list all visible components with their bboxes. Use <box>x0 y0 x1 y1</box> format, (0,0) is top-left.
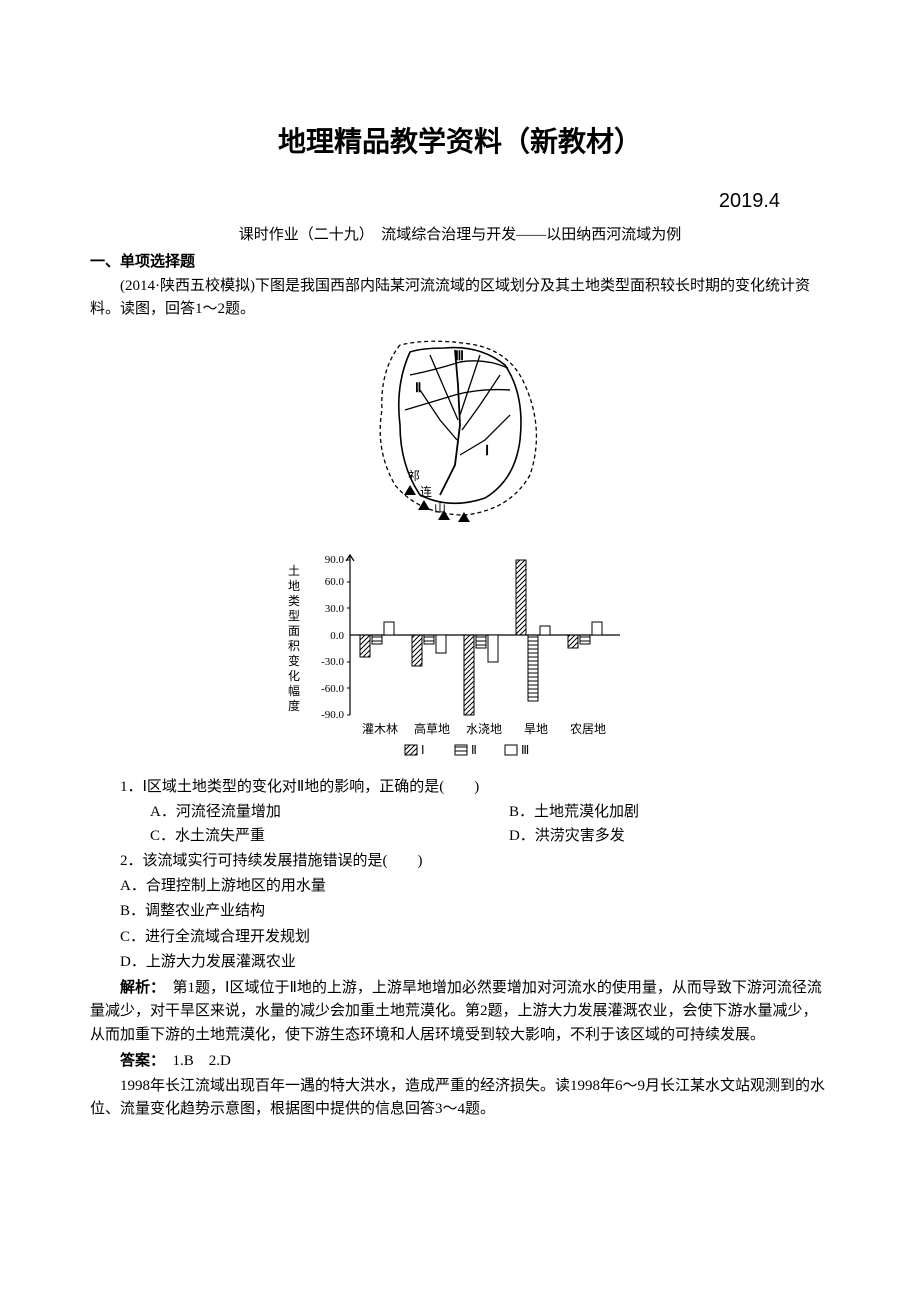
q1-stem: 1．Ⅰ区域土地类型的变化对Ⅱ地的影响，正确的是( ) <box>90 776 830 799</box>
ytick--90: -90.0 <box>321 709 344 721</box>
legend-label-1: Ⅰ <box>421 743 425 757</box>
legend-swatch-3 <box>505 745 517 755</box>
analysis-text-1: 第1题，Ⅰ区域位于Ⅱ地的上游，上游旱地增加必然要增加对河流水的使用量，从而导致下… <box>90 980 822 1043</box>
bar-c5-s3 <box>592 622 602 635</box>
xcat-1: 灌木林 <box>362 722 398 736</box>
legend-label-3: Ⅲ <box>521 743 529 757</box>
ytick--60: -60.0 <box>321 683 344 695</box>
section-heading-1: 一、单项选择题 <box>90 250 830 271</box>
mountain-label-1: 祁 <box>408 468 420 483</box>
main-title: 地理精品教学资料（新教材） <box>90 120 830 160</box>
svg-text:型: 型 <box>288 609 300 623</box>
ytick-60: 60.0 <box>325 576 345 588</box>
xcat-3: 水浇地 <box>466 722 502 736</box>
bar-c3-s1 <box>464 635 474 715</box>
x-category-labels: 灌木林 高草地 水浇地 旱地 农居地 <box>362 721 606 736</box>
q2-opt-c: C．进行全流域合理开发规划 <box>90 926 830 949</box>
map-figure: Ⅲ Ⅱ Ⅰ 祁 连 山 <box>90 330 830 535</box>
mountain-label-3: 山 <box>434 501 446 515</box>
svg-text:面: 面 <box>288 624 300 638</box>
bar-c3-s2 <box>476 635 486 648</box>
q2-opt-b: B．调整农业产业结构 <box>90 900 830 923</box>
plot-area: 90.0 60.0 30.0 0.0 -30.0 -60.0 -90.0 <box>321 554 620 757</box>
document-page: 地理精品教学资料（新教材） 2019.4 课时作业（二十九） 流域综合治理与开发… <box>0 0 920 1182</box>
xcat-5: 农居地 <box>570 722 606 736</box>
bar-c4-s2 <box>528 635 538 701</box>
zone-label-2: Ⅱ <box>415 380 421 395</box>
svg-text:幅: 幅 <box>288 683 300 698</box>
svg-text:地: 地 <box>288 579 300 593</box>
river-trib-2 <box>460 355 480 415</box>
bar-c1-s3 <box>384 622 394 635</box>
q1-opt-a: A．河流径流量增加 <box>120 801 475 824</box>
legend-swatch-1 <box>405 745 417 755</box>
q1-opt-d: D．洪涝灾害多发 <box>479 825 625 848</box>
answer-text-1: 1.B 2.D <box>158 1053 231 1069</box>
answer-label: 答案： <box>120 1052 158 1069</box>
river-trib-5 <box>420 390 457 440</box>
bar-c2-s3 <box>436 635 446 653</box>
analysis-block-1: 解析： 第1题，Ⅰ区域位于Ⅱ地的上游，上游旱地增加必然要增加对河流水的使用量，从… <box>90 976 830 1047</box>
zone-label-3: Ⅲ <box>455 348 464 363</box>
bars <box>360 560 602 715</box>
analysis-label: 解析： <box>120 979 158 996</box>
bar-c4-s1 <box>516 560 526 635</box>
ytick--30: -30.0 <box>321 656 344 668</box>
bar-c1-s1 <box>360 635 370 657</box>
q1-opt-c: C．水土流失严重 <box>120 825 475 848</box>
svg-text:土: 土 <box>288 564 300 578</box>
map-svg: Ⅲ Ⅱ Ⅰ 祁 连 山 <box>360 330 560 530</box>
answer-block-1: 答案： 1.B 2.D <box>90 1049 830 1073</box>
intro-paragraph-2: 1998年长江流域出现百年一遇的特大洪水，造成严重的经济损失。读1998年6～9… <box>90 1075 830 1120</box>
svg-text:度: 度 <box>288 698 300 713</box>
mountain-label-2: 连 <box>420 484 432 499</box>
ytick-90: 90.0 <box>325 554 345 566</box>
q1-row-cd: C．水土流失严重 D．洪涝灾害多发 <box>90 825 830 848</box>
lesson-subtitle: 课时作业（二十九） 流域综合治理与开发——以田纳西河流域为例 <box>90 223 830 244</box>
ytick-0: 0.0 <box>330 630 344 642</box>
q1-row-ab: A．河流径流量增加 B．土地荒漠化加剧 <box>90 801 830 824</box>
legend-label-2: Ⅱ <box>471 743 477 757</box>
intro-paragraph-1: (2014·陕西五校模拟)下图是我国西部内陆某河流流域的区域划分及其土地类型面积… <box>90 275 830 320</box>
bar-c4-s3 <box>540 626 550 635</box>
svg-text:积: 积 <box>288 639 300 653</box>
legend-swatch-2 <box>455 745 467 755</box>
q2-opt-a: A．合理控制上游地区的用水量 <box>90 875 830 898</box>
bar-c3-s3 <box>488 635 498 662</box>
ytick-30: 30.0 <box>325 603 345 615</box>
river-main <box>440 350 460 495</box>
xcat-4: 旱地 <box>524 722 548 736</box>
barchart-svg: 土 地 类 型 面 积 变 化 幅 度 90.0 <box>280 545 640 765</box>
bar-c5-s1 <box>568 635 578 648</box>
svg-text:类: 类 <box>288 594 300 608</box>
bar-c1-s2 <box>372 635 382 644</box>
bar-c2-s2 <box>424 635 434 644</box>
chart-legend: Ⅰ Ⅱ Ⅲ <box>405 743 529 757</box>
q2-opt-d: D．上游大力发展灌溉农业 <box>90 951 830 974</box>
y-ticks: 90.0 60.0 30.0 0.0 -30.0 -60.0 -90.0 <box>321 554 350 721</box>
y-axis-label: 土 地 类 型 面 积 变 化 幅 度 <box>288 564 300 713</box>
xcat-2: 高草地 <box>414 721 450 736</box>
q2-stem: 2．该流域实行可持续发展措施错误的是( ) <box>90 850 830 873</box>
bar-c2-s1 <box>412 635 422 666</box>
svg-text:化: 化 <box>288 669 300 683</box>
q1-opt-b: B．土地荒漠化加剧 <box>479 801 639 824</box>
date-line: 2019.4 <box>90 190 830 213</box>
river-trib-3 <box>462 375 500 430</box>
svg-text:变: 变 <box>288 653 300 668</box>
bar-c5-s2 <box>580 635 590 644</box>
barchart-figure: 土 地 类 型 面 积 变 化 幅 度 90.0 <box>90 545 830 770</box>
zone-label-1: Ⅰ <box>485 444 489 459</box>
